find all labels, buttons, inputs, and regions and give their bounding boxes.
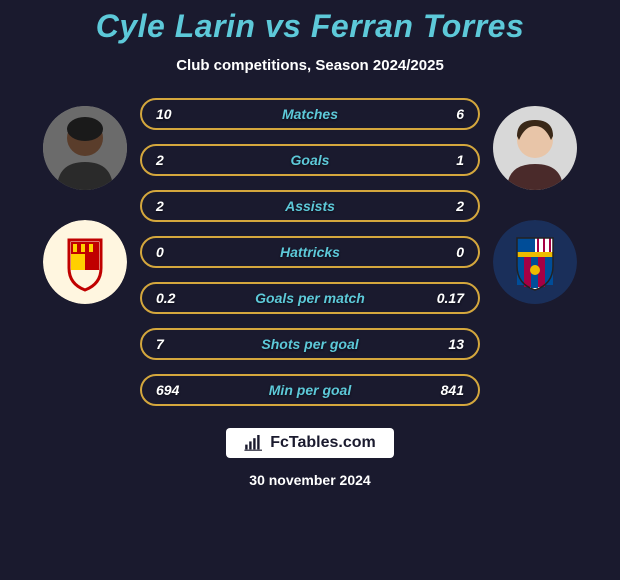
stat-label: Matches xyxy=(282,106,338,122)
stat-right-value: 0 xyxy=(424,244,464,260)
stat-left-value: 0 xyxy=(156,244,196,260)
season-subtitle: Club competitions, Season 2024/2025 xyxy=(176,57,444,74)
mallorca-crest-icon xyxy=(43,220,127,304)
stat-left-value: 2 xyxy=(156,198,196,214)
stat-label: Assists xyxy=(285,198,335,214)
stat-right-value: 2 xyxy=(424,198,464,214)
bar-chart-icon xyxy=(244,435,264,451)
left-column xyxy=(30,98,140,304)
main-row: 10 Matches 6 2 Goals 1 2 Assists 2 0 Hat… xyxy=(0,98,620,406)
stat-row-hattricks: 0 Hattricks 0 xyxy=(140,236,480,268)
stat-row-goals-per-match: 0.2 Goals per match 0.17 xyxy=(140,282,480,314)
infographic-container: Cyle Larin vs Ferran Torres Club competi… xyxy=(0,0,620,580)
stat-left-value: 0.2 xyxy=(156,290,196,306)
brand-text: FcTables.com xyxy=(270,434,376,452)
stat-left-value: 10 xyxy=(156,106,196,122)
club-left-logo xyxy=(43,220,127,304)
stat-left-value: 2 xyxy=(156,152,196,168)
stat-left-value: 7 xyxy=(156,336,196,352)
stat-row-shots-per-goal: 7 Shots per goal 13 xyxy=(140,328,480,360)
avatar-placeholder-icon xyxy=(493,106,577,190)
stat-right-value: 841 xyxy=(424,382,464,398)
club-right-logo xyxy=(493,220,577,304)
stat-row-matches: 10 Matches 6 xyxy=(140,98,480,130)
brand-badge: FcTables.com xyxy=(226,428,394,458)
avatar-placeholder-icon xyxy=(43,106,127,190)
comparison-title: Cyle Larin vs Ferran Torres xyxy=(96,8,524,45)
stat-label: Hattricks xyxy=(280,244,340,260)
stats-column: 10 Matches 6 2 Goals 1 2 Assists 2 0 Hat… xyxy=(140,98,480,406)
footer-date: 30 november 2024 xyxy=(249,472,370,488)
stat-right-value: 6 xyxy=(424,106,464,122)
stat-right-value: 1 xyxy=(424,152,464,168)
right-column xyxy=(480,98,590,304)
footer: FcTables.com 30 november 2024 xyxy=(226,428,394,488)
barcelona-crest-icon xyxy=(493,220,577,304)
stat-label: Goals per match xyxy=(255,290,365,306)
stat-label: Min per goal xyxy=(269,382,351,398)
player-left-photo xyxy=(43,106,127,190)
stat-left-value: 694 xyxy=(156,382,196,398)
stat-row-assists: 2 Assists 2 xyxy=(140,190,480,222)
stat-right-value: 13 xyxy=(424,336,464,352)
stat-row-min-per-goal: 694 Min per goal 841 xyxy=(140,374,480,406)
stat-row-goals: 2 Goals 1 xyxy=(140,144,480,176)
stat-label: Goals xyxy=(291,152,330,168)
stat-label: Shots per goal xyxy=(261,336,358,352)
stat-right-value: 0.17 xyxy=(424,290,464,306)
player-right-photo xyxy=(493,106,577,190)
